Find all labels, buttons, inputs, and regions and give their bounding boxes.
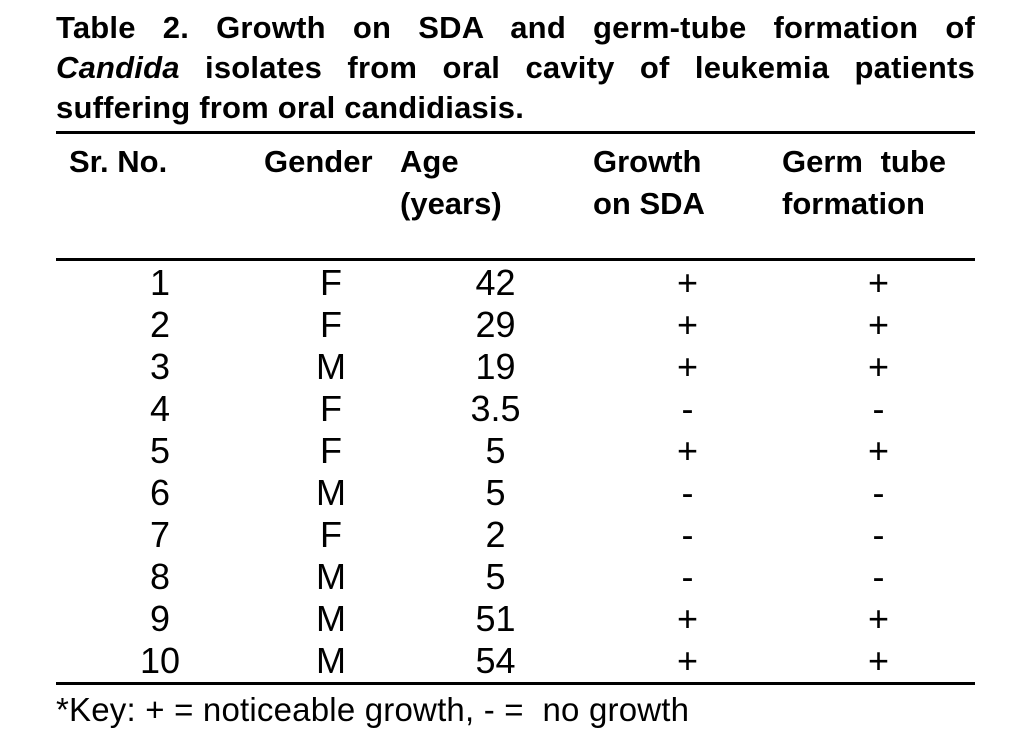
table-body: 1 F 42 + + 2 F 29 + + 3 M 19 + + 4 F 3.5… — [56, 261, 975, 682]
header-rule — [56, 258, 975, 261]
table-row: 2 F 29 + + — [56, 304, 975, 346]
cell-germ-tube: - — [872, 514, 885, 555]
title-candida-italic: Candida — [56, 50, 180, 85]
column-header-gender: Gender — [264, 144, 373, 179]
cell-germ-tube: + — [867, 430, 890, 471]
cell-growth-sda: + — [676, 430, 699, 471]
cell-gender: F — [320, 514, 342, 555]
cell-growth-sda: + — [676, 598, 699, 639]
cell-gender: F — [320, 304, 342, 345]
title-line-2-rest: isolates from oral cavity of leukemia pa… — [205, 50, 975, 85]
column-header-germ-tube: Germ tube formation — [782, 144, 947, 221]
cell-germ-tube: + — [867, 262, 890, 303]
column-header-age: Age (years) — [400, 144, 502, 221]
cell-sr-no: 6 — [149, 472, 171, 513]
cell-gender: F — [320, 430, 342, 471]
cell-age: 5 — [485, 472, 506, 513]
cell-sr-no: 2 — [149, 304, 171, 345]
table-row: 8 M 5 - - — [56, 556, 975, 598]
cell-germ-tube: + — [867, 640, 890, 681]
cell-growth-sda: + — [676, 346, 699, 387]
cell-sr-no: 4 — [149, 388, 171, 429]
title-line-1: Table 2. Growth on SDA and germ-tube for… — [56, 10, 975, 45]
cell-gender: F — [320, 262, 342, 303]
table-row: 7 F 2 - - — [56, 514, 975, 556]
cell-sr-no: 8 — [149, 556, 171, 597]
table-row: 10 M 54 + + — [56, 640, 975, 682]
table-title: Table 2. Growth on SDA and germ-tube for… — [56, 8, 975, 128]
cell-germ-tube: - — [872, 388, 885, 429]
cell-growth-sda: - — [681, 388, 694, 429]
cell-gender: M — [316, 472, 346, 513]
table-header-row: Sr. No. Gender Age (years) Growth on SDA… — [56, 134, 975, 258]
cell-age: 29 — [475, 304, 516, 345]
cell-growth-sda: + — [676, 304, 699, 345]
table-row: 6 M 5 - - — [56, 472, 975, 514]
cell-growth-sda: - — [681, 556, 694, 597]
cell-growth-sda: + — [676, 640, 699, 681]
cell-germ-tube: - — [872, 556, 885, 597]
cell-age: 3.5 — [470, 388, 521, 429]
column-header-sr-no: Sr. No. — [69, 144, 168, 179]
cell-sr-no: 1 — [149, 262, 171, 303]
cell-germ-tube: + — [867, 304, 890, 345]
cell-growth-sda: - — [681, 514, 694, 555]
cell-sr-no: 3 — [149, 346, 171, 387]
cell-age: 19 — [475, 346, 516, 387]
table-row: 3 M 19 + + — [56, 346, 975, 388]
title-line-3: suffering from oral candidiasis. — [56, 90, 525, 125]
cell-gender: F — [320, 388, 342, 429]
table-row: 5 F 5 + + — [56, 430, 975, 472]
cell-age: 42 — [475, 262, 516, 303]
cell-gender: M — [316, 598, 346, 639]
table-row: 4 F 3.5 - - — [56, 388, 975, 430]
cell-age: 5 — [485, 430, 506, 471]
cell-age: 51 — [475, 598, 516, 639]
cell-germ-tube: + — [867, 346, 890, 387]
cell-age: 5 — [485, 556, 506, 597]
cell-gender: M — [316, 640, 346, 681]
table-row: 1 F 42 + + — [56, 262, 975, 304]
cell-sr-no: 10 — [139, 640, 181, 681]
cell-sr-no: 5 — [149, 430, 171, 471]
cell-age: 54 — [475, 640, 516, 681]
bottom-rule — [56, 682, 975, 685]
cell-sr-no: 7 — [149, 514, 171, 555]
title-line-2: Candida isolates from oral cavity of leu… — [56, 48, 975, 88]
cell-growth-sda: + — [676, 262, 699, 303]
column-header-growth-sda: Growth on SDA — [593, 144, 705, 221]
key-footnote: *Key: + = noticeable growth, - = no grow… — [56, 691, 690, 728]
cell-growth-sda: - — [681, 472, 694, 513]
cell-germ-tube: + — [867, 598, 890, 639]
cell-gender: M — [316, 556, 346, 597]
top-rule — [56, 131, 975, 134]
cell-sr-no: 9 — [149, 598, 171, 639]
cell-gender: M — [316, 346, 346, 387]
cell-age: 2 — [485, 514, 506, 555]
cell-germ-tube: - — [872, 472, 885, 513]
table-row: 9 M 51 + + — [56, 598, 975, 640]
